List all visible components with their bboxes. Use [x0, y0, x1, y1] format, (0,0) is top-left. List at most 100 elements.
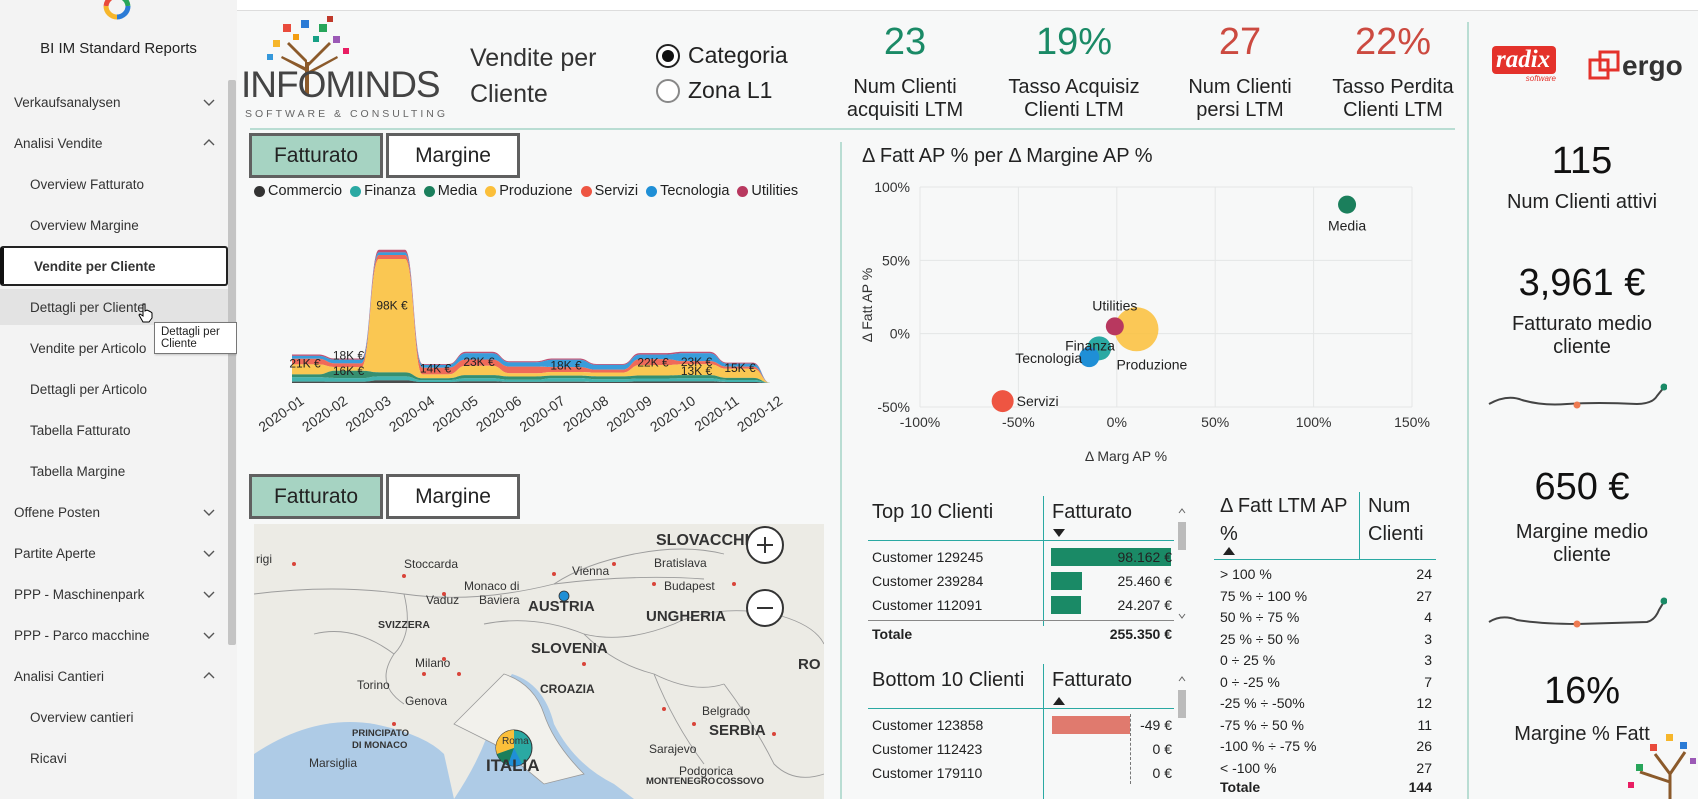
ribbon-series-media[interactable]: [292, 370, 797, 383]
chevron-down-icon[interactable]: [202, 587, 216, 601]
sidebar-item-vendite-per-cliente[interactable]: Vendite per Cliente: [0, 246, 228, 286]
table-row[interactable]: Customer 112091 24.207 €: [868, 594, 1174, 616]
radio-categoria[interactable]: Categoria: [656, 42, 788, 69]
map-bubble-austria[interactable]: [558, 590, 570, 602]
fatturato-map-button[interactable]: Fatturato: [249, 474, 383, 519]
sidebar-item-vendite-per-articolo[interactable]: Vendite per Articolo: [0, 330, 228, 366]
legend-produzione[interactable]: Produzione: [485, 183, 573, 199]
sidebar-item-ricavi[interactable]: Ricavi: [0, 740, 228, 776]
scatter-point-servizi[interactable]: [991, 390, 1014, 413]
sidebar-item-partite-aperte[interactable]: Partite Aperte: [0, 535, 228, 571]
chevron-up-icon[interactable]: [202, 669, 216, 683]
table-row[interactable]: -75 % ÷ 50 % 11: [1214, 715, 1436, 735]
point-label: Media: [1328, 218, 1366, 234]
sidebar-item-overview-fatturato[interactable]: Overview Fatturato: [0, 166, 228, 202]
table-row[interactable]: 0 ÷ 25 % 3: [1214, 650, 1436, 670]
band-label: -100 % ÷ -75 %: [1220, 738, 1317, 754]
table-row[interactable]: Customer 129245 98.162 €: [868, 546, 1174, 568]
legend-servizi[interactable]: Servizi: [580, 183, 638, 199]
bands-col2-header[interactable]: Num Clienti: [1368, 495, 1424, 545]
map-visual[interactable]: SLOVACCHI Bratislava Vienna Stoccarda Mo…: [254, 524, 824, 799]
map-pie-italia[interactable]: [495, 729, 533, 767]
sidebar-item-analisi-vendite[interactable]: Analisi Vendite: [0, 125, 228, 161]
page-title: Vendite per Cliente: [470, 44, 597, 108]
table-row[interactable]: Customer 239284 25.460 €: [868, 570, 1174, 592]
sidebar-item-dettagli-per-articolo[interactable]: Dettagli per Articolo: [0, 371, 228, 407]
sort-asc-icon[interactable]: [1222, 546, 1236, 556]
value-bar: [1052, 716, 1130, 734]
scatter-point-tecnologia[interactable]: [1079, 347, 1100, 368]
radio-zona-l1[interactable]: Zona L1: [656, 77, 772, 104]
ribbon-series-commercio[interactable]: [292, 380, 797, 383]
sidebar-item-label: Tabella Fatturato: [30, 422, 131, 438]
sort-desc-icon[interactable]: [1052, 528, 1066, 538]
band-count: 24: [1416, 566, 1432, 582]
top10-col-header[interactable]: Fatturato: [1052, 501, 1133, 523]
ribbon-series-produzione[interactable]: [292, 259, 797, 383]
sidebar-item-tabella-fatturato[interactable]: Tabella Fatturato: [0, 412, 228, 448]
table-row[interactable]: -100 % ÷ -75 % 26: [1214, 736, 1436, 756]
sidebar-item-dettagli-per-cliente[interactable]: Dettagli per Cliente: [0, 289, 228, 325]
scatter-point-media[interactable]: [1338, 195, 1357, 214]
bottom10-scrollbar[interactable]: [1178, 670, 1186, 790]
sidebar-item-analisi-cantieri[interactable]: Analisi Cantieri: [0, 658, 228, 694]
chevron-up-icon[interactable]: [202, 136, 216, 150]
sort-asc-icon[interactable]: [1052, 696, 1066, 706]
sidebar-item-overview-cantieri[interactable]: Overview cantieri: [0, 699, 228, 735]
fatturato-value: -49 €: [1140, 717, 1172, 733]
sidebar-item-overview-margine[interactable]: Overview Margine: [0, 207, 228, 243]
table-row[interactable]: > 100 % 24: [1214, 564, 1436, 584]
plus-icon: [757, 537, 773, 553]
legend-tecnologia[interactable]: Tecnologia: [646, 183, 729, 199]
data-label: 23K €: [463, 355, 495, 369]
chevron-down-icon[interactable]: [202, 95, 216, 109]
app-logo-icon: [103, 0, 131, 20]
ribbon-series-finanza[interactable]: [292, 376, 797, 383]
legend-media[interactable]: Media: [423, 183, 477, 199]
value-bar: [1051, 572, 1082, 590]
table-row[interactable]: Customer 123858 -49 €: [868, 714, 1174, 736]
brand-tagline: SOFTWARE & CONSULTING: [245, 108, 449, 120]
sidebar-item-ppp-parco-macchine[interactable]: PPP - Parco macchine: [0, 617, 228, 653]
chevron-down-icon[interactable]: [202, 628, 216, 642]
infominds-logo: INFOMINDS SOFTWARE & CONSULTING: [241, 14, 468, 131]
chevron-down-icon[interactable]: [202, 546, 216, 560]
margine-map-button[interactable]: Margine: [386, 474, 520, 519]
table-row[interactable]: 25 % ÷ 50 % 3: [1214, 629, 1436, 649]
data-label: 16K €: [333, 364, 365, 378]
legend-finanza[interactable]: Finanza: [350, 183, 416, 199]
minus-icon: [757, 607, 773, 609]
bands-col1-header[interactable]: Δ Fatt LTM AP %: [1220, 495, 1348, 545]
customer-name: Customer 123858: [872, 717, 984, 733]
bottom10-col-header[interactable]: Fatturato: [1052, 669, 1133, 691]
table-row[interactable]: 0 ÷ -25 % 7: [1214, 672, 1436, 692]
table-row[interactable]: 75 % ÷ 100 % 27: [1214, 586, 1436, 606]
chevron-down-icon[interactable]: [202, 505, 216, 519]
legend-utilities[interactable]: Utilities: [737, 183, 798, 199]
top10-scrollbar[interactable]: [1178, 502, 1186, 620]
sidebar-item-verkaufsanalysen[interactable]: Verkaufsanalysen: [0, 84, 228, 120]
band-label: < -100 %: [1220, 759, 1277, 776]
table-row[interactable]: 50 % ÷ 75 % 4: [1214, 607, 1436, 627]
table-row[interactable]: -25 % ÷ -50% 12: [1214, 693, 1436, 713]
customer-name: Customer 112423: [872, 741, 983, 757]
zoom-out-button[interactable]: [746, 589, 784, 627]
table-row[interactable]: < -100 % 27: [1214, 758, 1436, 778]
band-label: 0 ÷ 25 %: [1220, 652, 1276, 668]
sparkline-margine: [1488, 597, 1667, 628]
table-row[interactable]: Customer 112423 0 €: [868, 738, 1174, 760]
scatter-point-utilities[interactable]: [1105, 317, 1124, 336]
data-label: 21K €: [289, 356, 321, 370]
margine-button[interactable]: Margine: [386, 133, 520, 178]
zoom-in-button[interactable]: [746, 526, 784, 564]
sidebar-item-offene-posten[interactable]: Offene Posten: [0, 494, 228, 530]
sidebar-item-tabella-margine[interactable]: Tabella Margine: [0, 453, 228, 489]
sidebar-item-ppp-maschinenpark[interactable]: PPP - Maschinenpark: [0, 576, 228, 612]
legend-commercio[interactable]: Commercio: [254, 183, 342, 199]
sidebar-item-label: Overview cantieri: [30, 709, 134, 725]
scatter-point-produzione[interactable]: [1114, 307, 1159, 352]
data-label: 18K €: [333, 349, 365, 363]
sidebar-scrollbar[interactable]: [228, 80, 236, 645]
table-row[interactable]: Customer 179110 0 €: [868, 762, 1174, 784]
fatturato-button[interactable]: Fatturato: [249, 133, 383, 178]
